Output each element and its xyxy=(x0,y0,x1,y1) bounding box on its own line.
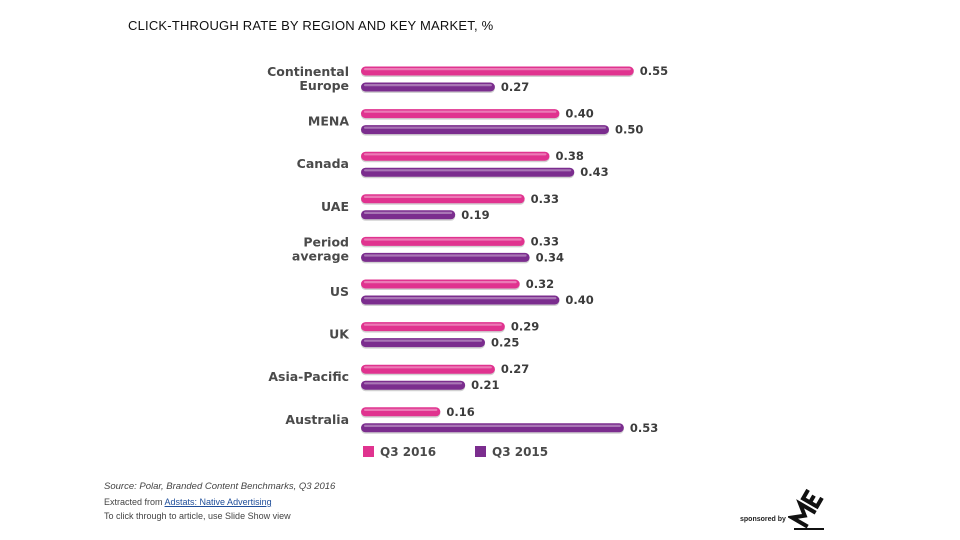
category-label: UAE xyxy=(321,199,349,214)
data-label: 0.27 xyxy=(501,362,529,376)
bar-highlight xyxy=(364,211,453,214)
data-label: 0.19 xyxy=(461,208,489,222)
category-label: MENA xyxy=(308,114,349,129)
bar-highlight xyxy=(364,339,482,342)
bar-q3-2015 xyxy=(361,295,560,305)
legend-swatch xyxy=(475,446,486,457)
data-label: 0.43 xyxy=(580,165,608,179)
bar-q3-2016 xyxy=(361,194,525,204)
data-label: 0.50 xyxy=(615,123,643,137)
legend-label: Q3 2015 xyxy=(492,445,548,459)
data-label: 0.16 xyxy=(446,405,474,419)
data-label: 0.33 xyxy=(531,234,559,248)
category-label-line: MENA xyxy=(308,114,349,129)
category-label-line: Continental xyxy=(267,64,349,79)
bar-q3-2015 xyxy=(361,210,456,220)
category-label: Period average xyxy=(292,234,349,263)
category-label-line: Period xyxy=(303,234,349,249)
bar-highlight xyxy=(364,110,557,113)
data-label: 0.53 xyxy=(630,421,658,435)
category-label-line: average xyxy=(292,248,349,263)
bar-q3-2015 xyxy=(361,380,466,390)
bar-q3-2016 xyxy=(361,236,525,246)
source-note: Source: Polar, Branded Content Benchmark… xyxy=(104,481,336,492)
category-label-line: US xyxy=(330,284,349,299)
bar-q3-2015 xyxy=(361,125,609,135)
bar-highlight xyxy=(364,366,492,369)
bar-q3-2015 xyxy=(361,167,575,177)
bar-q3-2015 xyxy=(361,252,530,262)
bar-q3-2016 xyxy=(361,322,505,332)
data-label: 0.29 xyxy=(511,320,539,334)
extracted-prefix: Extracted from xyxy=(104,497,165,507)
category-label: Australia xyxy=(285,412,349,427)
data-label: 0.32 xyxy=(526,277,554,291)
category-label-line: UAE xyxy=(321,199,349,214)
bar-highlight xyxy=(364,169,572,172)
bar-highlight xyxy=(364,126,606,129)
bar-q3-2015 xyxy=(361,338,485,348)
bar-highlight xyxy=(364,195,522,198)
bar-q3-2015 xyxy=(361,423,624,433)
category-label-line: Europe xyxy=(299,78,349,93)
bar-highlight xyxy=(364,424,621,427)
article-link[interactable]: Adstats: Native Advertising xyxy=(164,497,272,507)
bar-q3-2016 xyxy=(361,109,560,119)
bar-highlight xyxy=(364,281,517,284)
sponsored-by-label: sponsored by xyxy=(740,516,786,523)
data-label: 0.55 xyxy=(640,64,668,78)
bar-q3-2016 xyxy=(361,66,634,76)
data-label: 0.33 xyxy=(531,192,559,206)
bar-highlight xyxy=(364,323,502,326)
data-label: 0.40 xyxy=(565,293,593,307)
bar-highlight xyxy=(364,84,492,87)
category-label-line: Asia-Pacific xyxy=(268,369,349,384)
bar-highlight xyxy=(364,238,522,241)
extracted-note: Extracted from Adstats: Native Advertisi… xyxy=(104,497,272,507)
category-label-line: Canada xyxy=(297,156,349,171)
category-label-line: UK xyxy=(329,327,350,342)
bar-highlight xyxy=(364,68,631,71)
bar-q3-2015 xyxy=(361,82,495,92)
bar-highlight xyxy=(364,408,438,411)
bar-highlight xyxy=(364,254,527,257)
click-note: To click through to article, use Slide S… xyxy=(104,511,291,521)
bar-q3-2016 xyxy=(361,151,550,161)
legend-label: Q3 2016 xyxy=(380,445,436,459)
legend-swatch xyxy=(363,446,374,457)
sponsor-logo-icon xyxy=(788,488,824,530)
category-label-line: Australia xyxy=(285,412,349,427)
category-label: Asia-Pacific xyxy=(268,369,349,384)
category-label: Canada xyxy=(297,156,349,171)
bar-q3-2016 xyxy=(361,407,441,417)
category-label: US xyxy=(330,284,349,299)
bar-q3-2016 xyxy=(361,279,520,289)
data-label: 0.38 xyxy=(555,149,583,163)
bar-highlight xyxy=(364,297,557,300)
bar-highlight xyxy=(364,382,463,385)
bar-highlight xyxy=(364,153,547,156)
data-label: 0.40 xyxy=(565,107,593,121)
data-label: 0.34 xyxy=(536,250,564,264)
category-label: UK xyxy=(329,327,350,342)
bar-q3-2016 xyxy=(361,364,495,374)
category-label: Continental Europe xyxy=(267,64,349,93)
data-label: 0.21 xyxy=(471,378,499,392)
chart-title: CLICK-THROUGH RATE BY REGION AND KEY MAR… xyxy=(128,18,494,33)
data-label: 0.27 xyxy=(501,80,529,94)
data-label: 0.25 xyxy=(491,336,519,350)
